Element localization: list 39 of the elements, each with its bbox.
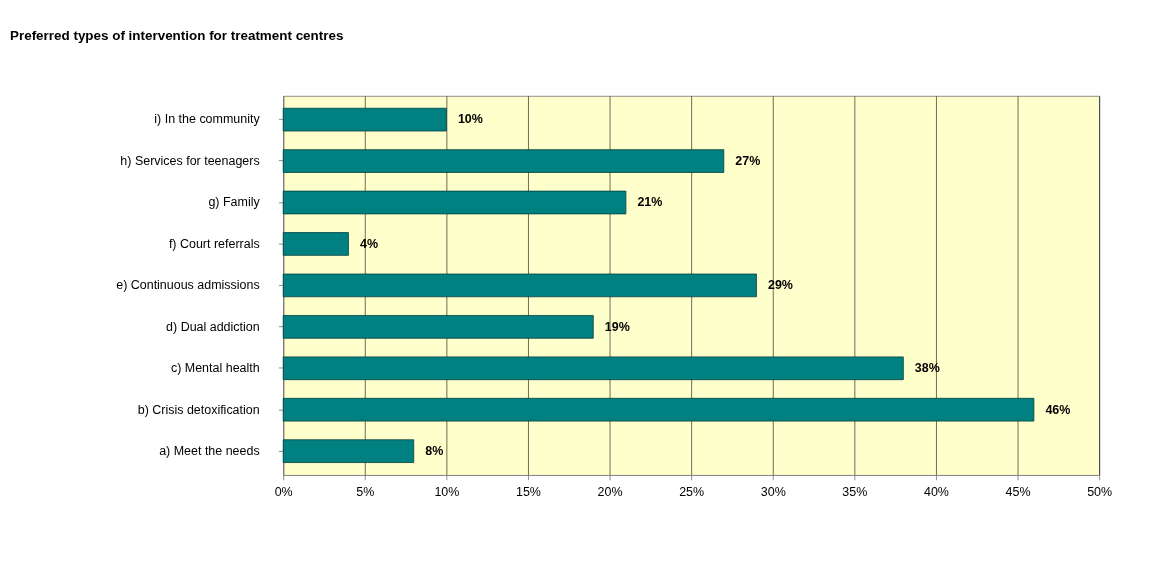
x-tick-label: 5% xyxy=(356,484,375,499)
data-label: 4% xyxy=(359,236,379,251)
bar xyxy=(282,107,447,132)
x-tick-label: 10% xyxy=(434,484,460,499)
data-label: 21% xyxy=(637,195,663,210)
bar xyxy=(282,232,349,256)
bar xyxy=(282,149,725,173)
x-tick-label: 35% xyxy=(842,484,868,499)
bar xyxy=(282,273,757,298)
x-tick-label: 40% xyxy=(923,484,949,499)
bar xyxy=(282,356,904,381)
y-tick-label: d) Dual addiction xyxy=(166,319,260,334)
x-tick-label: 0% xyxy=(274,484,293,499)
data-label: 8% xyxy=(425,444,444,458)
bar xyxy=(282,439,415,463)
data-label: 19% xyxy=(604,319,630,334)
x-tick-label: 50% xyxy=(1087,484,1113,499)
data-label: 38% xyxy=(914,361,940,376)
text: Preferred types of intervention for treatment centres xyxy=(10,28,344,44)
y-tick-label: f) Court referrals xyxy=(168,236,260,251)
bar xyxy=(282,315,594,339)
x-tick-label: 20% xyxy=(597,484,623,499)
y-tick-label: a) Meet the needs xyxy=(159,444,260,458)
y-tick-label: b) Crisis detoxification xyxy=(137,402,260,417)
x-tick-label: 45% xyxy=(1005,484,1031,499)
bar xyxy=(282,190,627,215)
data-label: 46% xyxy=(1045,402,1071,417)
x-tick-label: 15% xyxy=(515,484,541,499)
x-tick-label: 30% xyxy=(760,484,786,499)
y-tick-label: g) Family xyxy=(208,195,261,210)
y-tick-label: c) Mental health xyxy=(170,361,260,376)
bar xyxy=(282,397,1035,422)
data-label: 10% xyxy=(457,112,483,127)
y-tick-label: i) In the community xyxy=(154,112,261,127)
y-tick-label: h) Services for teenagers xyxy=(120,153,260,168)
data-label: 29% xyxy=(767,278,793,293)
x-tick-label: 25% xyxy=(679,484,705,499)
y-tick-label: e) Continuous admissions xyxy=(116,278,260,293)
data-label: 27% xyxy=(735,153,761,168)
